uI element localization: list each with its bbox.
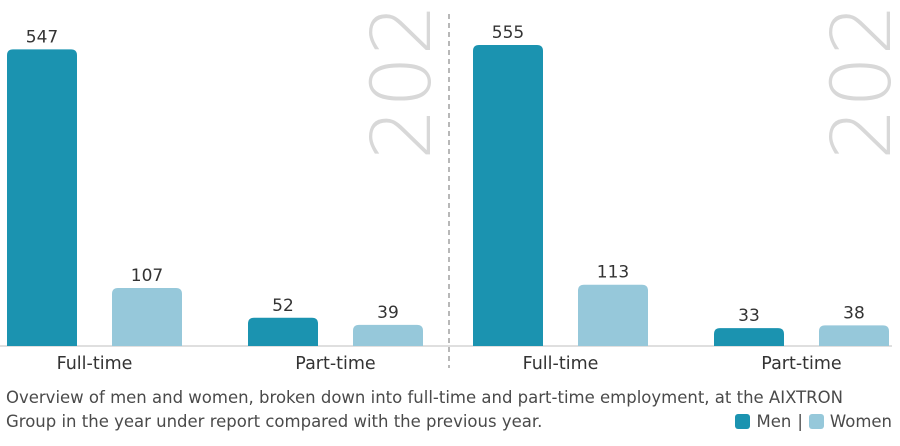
year-label-2021: 2021 — [815, 0, 900, 160]
bar-2021-part-time-women — [819, 325, 889, 346]
bar-2020-part-time-men — [248, 317, 318, 346]
legend-label-men: Men — [756, 412, 792, 431]
legend: Men | Women — [735, 412, 892, 431]
bar-2021-full-time-men — [473, 45, 543, 346]
data-label-2020-part-time-women: 39 — [377, 303, 399, 323]
category-label-2021-full-time: Full-time — [523, 354, 599, 374]
legend-swatch-men — [735, 414, 751, 429]
caption-text: Overview of men and women, broken down i… — [6, 388, 843, 431]
category-label-2020-full-time: Full-time — [57, 354, 133, 374]
category-label-2021-part-time: Part-time — [761, 354, 841, 374]
year-label-2020: 2020 — [355, 0, 450, 160]
bar-2020-part-time-women — [353, 324, 423, 346]
category-label-2020-part-time: Part-time — [295, 354, 375, 374]
legend-swatch-women — [808, 414, 824, 429]
data-label-2021-part-time-women: 38 — [843, 303, 865, 323]
data-label-2020-full-time-men: 547 — [26, 27, 58, 47]
data-label-2020-full-time-women: 107 — [131, 266, 163, 286]
bar-2020-full-time-women — [112, 287, 182, 346]
data-label-2021-part-time-men: 33 — [738, 306, 760, 326]
data-label-2021-full-time-men: 555 — [492, 23, 524, 43]
bar-chart: 2020 547 107 Full-time 52 39 Part-time 2021 555 1… — [0, 0, 900, 374]
bar-2021-part-time-men — [714, 328, 784, 346]
legend-label-women: Women — [829, 412, 892, 431]
legend-separator: | — [797, 412, 803, 431]
chart-caption: Overview of men and women, broken down i… — [6, 386, 894, 434]
data-label-2020-part-time-men: 52 — [272, 296, 294, 316]
data-label-2021-full-time-women: 113 — [597, 263, 629, 283]
bar-2021-full-time-women — [578, 284, 648, 346]
bar-2020-full-time-men — [7, 49, 77, 346]
